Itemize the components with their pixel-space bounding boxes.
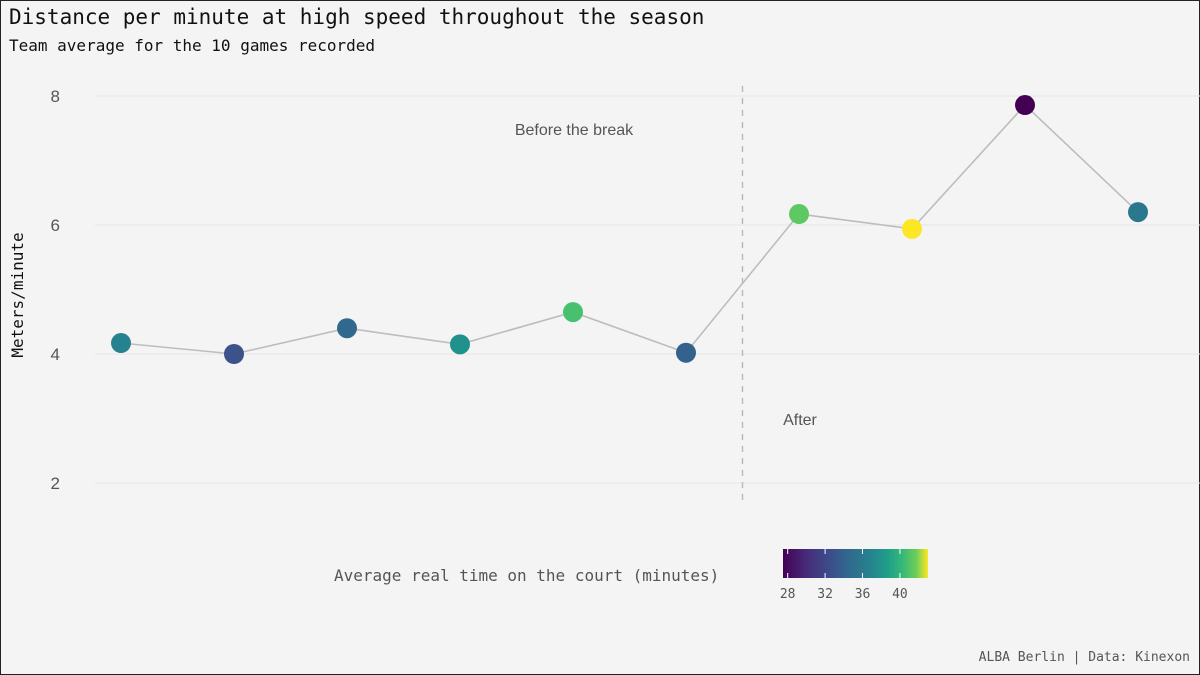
data-point [676,342,696,363]
color-scale-tick-label: 32 [817,587,833,602]
data-point [902,218,922,239]
data-point [563,302,583,323]
y-tick-label: 2 [51,474,60,493]
color-scale-tick-label: 28 [780,587,796,602]
chart-title: Distance per minute at high speed throug… [9,5,705,29]
chart-subtitle: Team average for the 10 games recorded [9,36,376,55]
y-tick-label: 8 [51,87,60,106]
data-point [450,334,470,355]
y-axis-label: Meters/minute [8,232,27,357]
data-point [1128,202,1148,223]
data-point [111,333,131,354]
data-point [789,204,809,225]
legend-title: Average real time on the court (minutes) [334,566,720,585]
data-line [120,103,1139,355]
y-tick-label: 4 [51,345,60,364]
data-point [224,344,244,364]
color-scale-tick-label: 36 [855,587,871,602]
y-tick-label: 6 [51,216,60,235]
color-scale-tick-label: 40 [892,587,908,602]
color-scale-bar [783,549,928,578]
annotation-after: After [783,412,817,429]
data-point [337,318,357,339]
annotation-before: Before the break [515,122,634,139]
chart-caption: ALBA Berlin | Data: Kinexon [978,650,1190,665]
data-point [1015,95,1035,116]
